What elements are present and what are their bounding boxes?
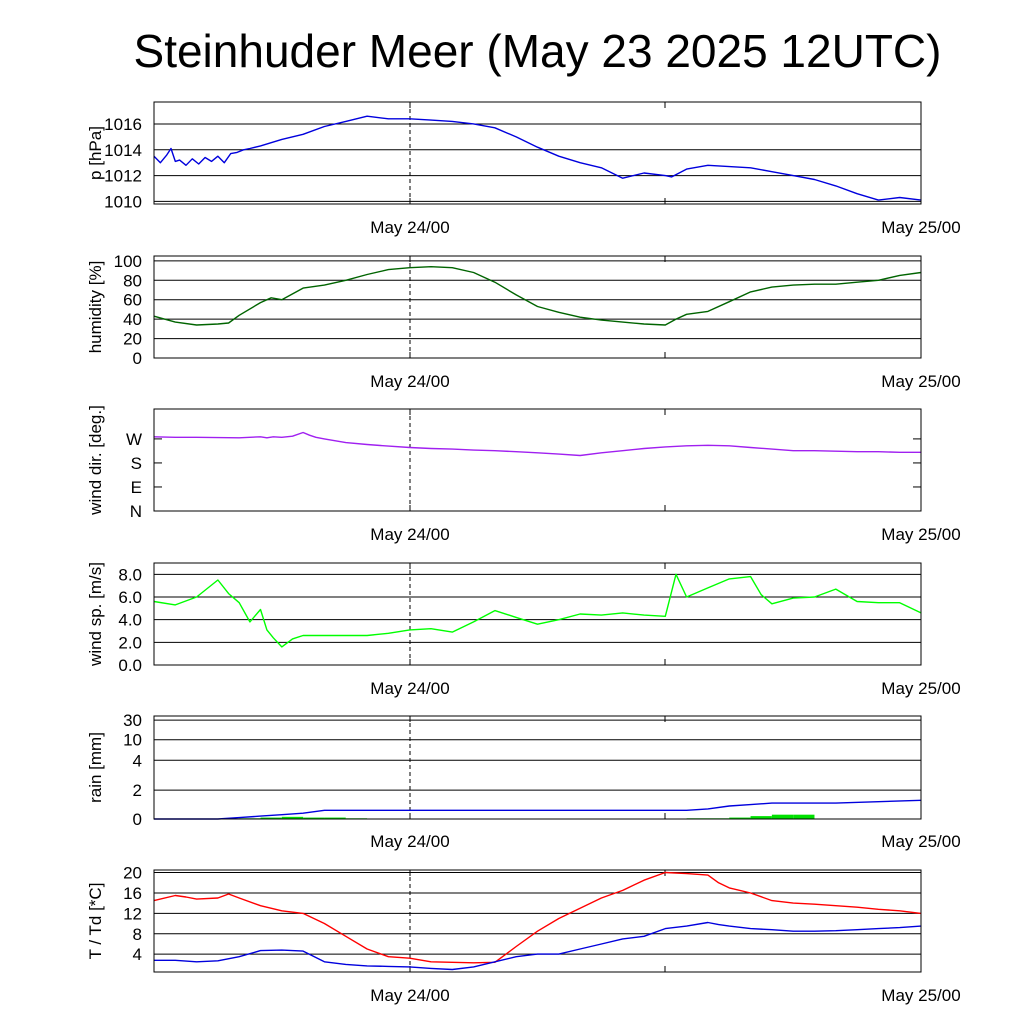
- y-tick-label: 60: [123, 291, 142, 310]
- series-line: [153, 871, 922, 964]
- rain-bar: [324, 817, 346, 819]
- y-tick-label: 0: [133, 349, 142, 368]
- y-axis-title: wind dir. [deg.]: [86, 405, 105, 516]
- panel-frame: [153, 869, 922, 973]
- x-tick-label: May 24/00: [370, 832, 449, 851]
- y-tick-label: 2: [133, 781, 142, 800]
- y-tick-label: E: [131, 478, 142, 497]
- y-tick-label: 8: [133, 925, 142, 944]
- y-tick-label: 4: [133, 751, 142, 770]
- x-tick-label: May 24/00: [370, 525, 449, 544]
- series-line: [153, 115, 922, 201]
- rain-bar: [281, 816, 304, 819]
- rain-bar: [303, 817, 325, 819]
- series-line: [153, 431, 921, 457]
- y-tick-label: 8.0: [118, 565, 142, 584]
- series-line: [153, 266, 922, 326]
- rain-bar: [771, 814, 794, 819]
- x-tick-label: May 24/00: [370, 986, 449, 1005]
- y-tick-label: 30: [123, 711, 142, 730]
- y-tick-label: 0: [133, 810, 142, 829]
- series-line: [153, 573, 922, 648]
- y-tick-label: 16: [123, 884, 142, 903]
- y-axis-title: p [hPa]: [86, 126, 105, 180]
- y-tick-label: 40: [123, 310, 142, 329]
- y-tick-label: 80: [123, 271, 142, 290]
- y-tick-label: S: [131, 454, 142, 473]
- panel-frame: [153, 562, 922, 666]
- y-tick-label: 6.0: [118, 588, 142, 607]
- y-tick-label: 0.0: [118, 656, 142, 675]
- x-tick-label: May 25/00: [881, 832, 960, 851]
- x-tick-label: May 25/00: [881, 986, 960, 1005]
- y-axis-title: rain [mm]: [86, 732, 105, 803]
- y-tick-label: 20: [123, 330, 142, 349]
- y-tick-label: N: [130, 502, 142, 521]
- x-tick-label: May 25/00: [881, 218, 960, 237]
- y-tick-label: 20: [123, 864, 142, 883]
- rain-bar: [260, 817, 282, 819]
- rain-bar: [793, 814, 815, 819]
- y-tick-label: 4.0: [118, 611, 142, 630]
- rain-bar: [750, 816, 772, 819]
- x-tick-label: May 25/00: [881, 372, 960, 391]
- y-tick-label: 10: [123, 731, 142, 750]
- panel-frame: [153, 255, 922, 359]
- panel-frame: [153, 408, 922, 512]
- y-axis-title: T / Td [*C]: [86, 883, 105, 960]
- y-tick-label: 12: [123, 904, 142, 923]
- y-tick-label: 1014: [104, 141, 142, 160]
- x-tick-label: May 24/00: [370, 218, 449, 237]
- x-tick-label: May 25/00: [881, 679, 960, 698]
- y-tick-label: W: [126, 430, 142, 449]
- y-tick-label: 1010: [104, 192, 142, 211]
- x-tick-label: May 24/00: [370, 679, 449, 698]
- y-axis-title: wind sp. [m/s]: [86, 562, 105, 667]
- y-tick-label: 1012: [104, 167, 142, 186]
- y-tick-label: 2.0: [118, 633, 142, 652]
- y-tick-label: 1016: [104, 115, 142, 134]
- y-tick-label: 4: [133, 945, 142, 964]
- y-tick-label: 100: [114, 252, 142, 271]
- panel-frame: [153, 101, 922, 205]
- page-title: Steinhuder Meer (May 23 2025 12UTC): [133, 25, 942, 77]
- rain-bar: [729, 817, 751, 819]
- series-line: [154, 921, 922, 971]
- y-axis-title: humidity [%]: [86, 261, 105, 354]
- x-tick-label: May 25/00: [881, 525, 960, 544]
- series-line: [154, 799, 922, 820]
- panel-frame: [153, 715, 922, 820]
- x-tick-label: May 24/00: [370, 372, 449, 391]
